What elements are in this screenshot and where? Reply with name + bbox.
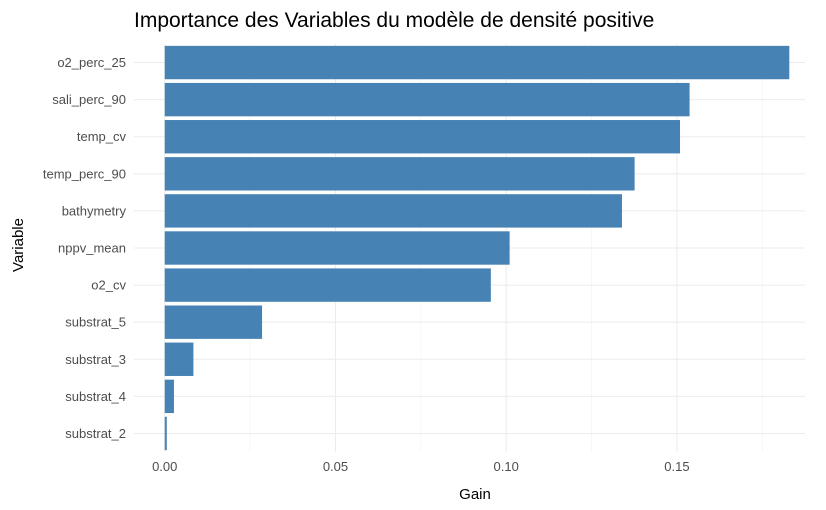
- bar-substrat_3: [164, 342, 194, 376]
- y-tick-label: temp_cv: [77, 129, 127, 144]
- bar-nppv_mean: [164, 231, 510, 265]
- x-tick-label: 0.15: [664, 459, 689, 474]
- x-tick-label: 0.05: [323, 459, 348, 474]
- bar-o2_cv: [164, 268, 491, 302]
- bar-bathymetry: [164, 194, 622, 228]
- y-tick-label: substrat_2: [65, 426, 126, 441]
- y-tick-label: o2_perc_25: [57, 55, 126, 70]
- bar-substrat_4: [164, 379, 174, 414]
- bar-substrat_5: [164, 305, 263, 339]
- y-tick-label: nppv_mean: [58, 241, 126, 256]
- bar-substrat_2: [164, 416, 167, 451]
- bar-o2_perc_25: [164, 45, 790, 80]
- x-tick-label: 0.00: [152, 459, 177, 474]
- y-axis-title: Variable: [10, 218, 27, 272]
- bar-temp_perc_90: [164, 157, 635, 191]
- bar-temp_cv: [164, 120, 681, 154]
- bars: [164, 45, 790, 451]
- y-tick-label: substrat_5: [65, 315, 126, 330]
- y-tick-label: substrat_3: [65, 352, 126, 367]
- y-tick-label: sali_perc_90: [52, 92, 126, 107]
- y-tick-label: bathymetry: [62, 203, 127, 218]
- chart-title: Importance des Variables du modèle de de…: [134, 9, 654, 32]
- x-tick-labels: 0.00 0.05 0.10 0.15: [152, 459, 690, 474]
- x-axis-title: Gain: [459, 486, 491, 503]
- x-tick-label: 0.10: [494, 459, 519, 474]
- y-tick-labels: o2_perc_25 sali_perc_90 temp_cv temp_perc_9…: [43, 55, 127, 441]
- y-tick-label: o2_cv: [91, 278, 126, 293]
- y-tick-label: substrat_4: [65, 389, 126, 404]
- y-tick-label: temp_perc_90: [43, 166, 126, 181]
- bar-sali_perc_90: [164, 82, 690, 117]
